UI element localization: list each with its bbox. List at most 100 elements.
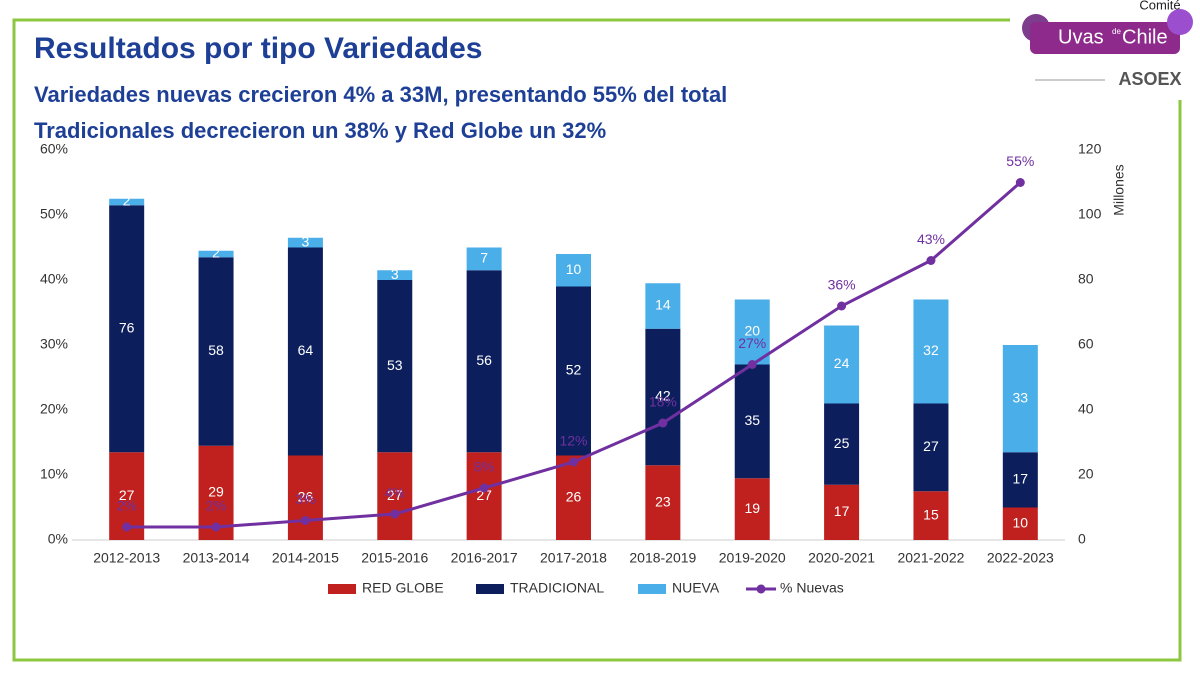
bar-segment <box>377 452 413 540</box>
line-point <box>658 418 668 428</box>
data-label: 10 <box>1013 514 1029 530</box>
x-tick-label: 2016-2017 <box>451 550 518 566</box>
bar-segment <box>466 270 502 453</box>
legend-label: % Nuevas <box>780 580 844 596</box>
y2-tick-label: 80 <box>1078 271 1094 287</box>
line-point <box>569 457 578 467</box>
x-tick-label: 2019-2020 <box>719 550 786 566</box>
bar-segment <box>109 198 145 206</box>
bar-segment <box>734 364 770 479</box>
logo-text: Uvas <box>1058 26 1104 48</box>
legend-label: NUEVA <box>672 580 720 596</box>
bar-segment <box>645 465 681 540</box>
y-tick-label: 0% <box>48 531 68 547</box>
y-tick-label: 10% <box>40 466 68 482</box>
data-label: 2 <box>123 193 131 209</box>
x-tick-label: 2013-2014 <box>183 550 250 566</box>
y-tick-label: 60% <box>40 141 68 157</box>
data-label: 8% <box>474 459 494 475</box>
bar-segment <box>913 491 949 540</box>
bar-segment <box>287 247 323 456</box>
y2-tick-label: 120 <box>1078 141 1102 157</box>
data-label: 24 <box>834 355 850 371</box>
x-tick-label: 2022-2023 <box>987 550 1054 566</box>
data-label: 33 <box>1013 389 1029 405</box>
bar-segment <box>377 280 413 453</box>
data-label: 18% <box>649 394 677 410</box>
x-tick-label: 2021-2022 <box>897 550 964 566</box>
y2-tick-label: 40 <box>1078 401 1094 417</box>
bar-segment <box>377 270 413 280</box>
y-tick-label: 40% <box>40 271 68 287</box>
logo-text: ASOEX <box>1118 69 1181 89</box>
y2-tick-label: 100 <box>1078 206 1102 222</box>
data-label: 43% <box>917 231 945 247</box>
frame <box>12 18 1182 662</box>
x-tick-label: 2012-2013 <box>93 550 160 566</box>
subtitle: Tradicionales decrecieron un 38% y Red G… <box>34 118 606 143</box>
data-label: 27 <box>923 438 939 454</box>
line-point <box>837 301 847 311</box>
data-label: 27% <box>738 335 766 351</box>
data-label: 3% <box>295 491 315 507</box>
data-label: 27 <box>387 487 403 503</box>
x-tick-label: 2017-2018 <box>540 550 607 566</box>
y-tick-label: 50% <box>40 206 68 222</box>
legend-swatch <box>638 584 666 594</box>
data-label: 4% <box>385 485 405 501</box>
bar-segment <box>466 247 502 271</box>
data-label: 17 <box>1013 471 1029 487</box>
bar-segment <box>1002 507 1038 540</box>
data-label: 36% <box>828 277 856 293</box>
bar-segment <box>645 328 681 466</box>
line-point <box>479 483 489 493</box>
bar-segment <box>556 455 591 540</box>
legend-swatch <box>328 584 356 594</box>
bar-segment <box>734 478 770 540</box>
logo-text: Chile <box>1122 26 1168 48</box>
line-point <box>122 522 132 532</box>
data-label: 29 <box>208 484 224 500</box>
y-tick-label: 20% <box>40 401 68 417</box>
bar-segment <box>1002 345 1038 453</box>
data-label: 55% <box>1006 153 1034 169</box>
data-label: 76 <box>119 319 135 335</box>
data-label: 35 <box>744 412 760 428</box>
line-point <box>926 256 936 265</box>
bar-segment <box>109 205 145 453</box>
bar-segment <box>824 403 860 485</box>
legend-swatch <box>476 584 504 594</box>
data-label: 52 <box>566 362 582 378</box>
data-label: 2% <box>206 498 226 514</box>
bar-segment <box>287 455 323 540</box>
bar-segment <box>824 484 860 540</box>
line-point <box>747 360 757 369</box>
x-tick-label: 2014-2015 <box>272 550 339 566</box>
bar-segment <box>198 250 234 258</box>
logo-text: de <box>1112 27 1121 36</box>
data-label: 23 <box>655 493 671 509</box>
y-tick-label: 30% <box>40 336 68 352</box>
plot: 0% 10% 20% 30% 40% 50% 60% 0 20 40 60 80 100 120 Millo… <box>40 141 1127 596</box>
bar-segment <box>913 403 949 492</box>
legend-swatch <box>756 584 766 594</box>
data-label: 53 <box>387 357 403 373</box>
bar-segment <box>287 237 323 248</box>
data-label: 14 <box>655 297 671 313</box>
bar-segment <box>913 299 949 404</box>
bar-segment <box>824 325 860 404</box>
y2-axis-label: Millones <box>1111 164 1127 215</box>
bar-segment <box>645 283 681 329</box>
data-label: 26 <box>566 488 582 504</box>
data-label: 3 <box>302 233 310 249</box>
data-label: 25 <box>834 435 850 451</box>
legend-label: RED GLOBE <box>362 580 444 596</box>
bar-segment <box>556 254 591 287</box>
data-label: 56 <box>476 352 492 368</box>
line-point <box>1015 178 1025 187</box>
data-label: 42 <box>655 388 671 404</box>
data-label: 32 <box>923 342 939 358</box>
x-tick-label: 2015-2016 <box>361 550 428 566</box>
